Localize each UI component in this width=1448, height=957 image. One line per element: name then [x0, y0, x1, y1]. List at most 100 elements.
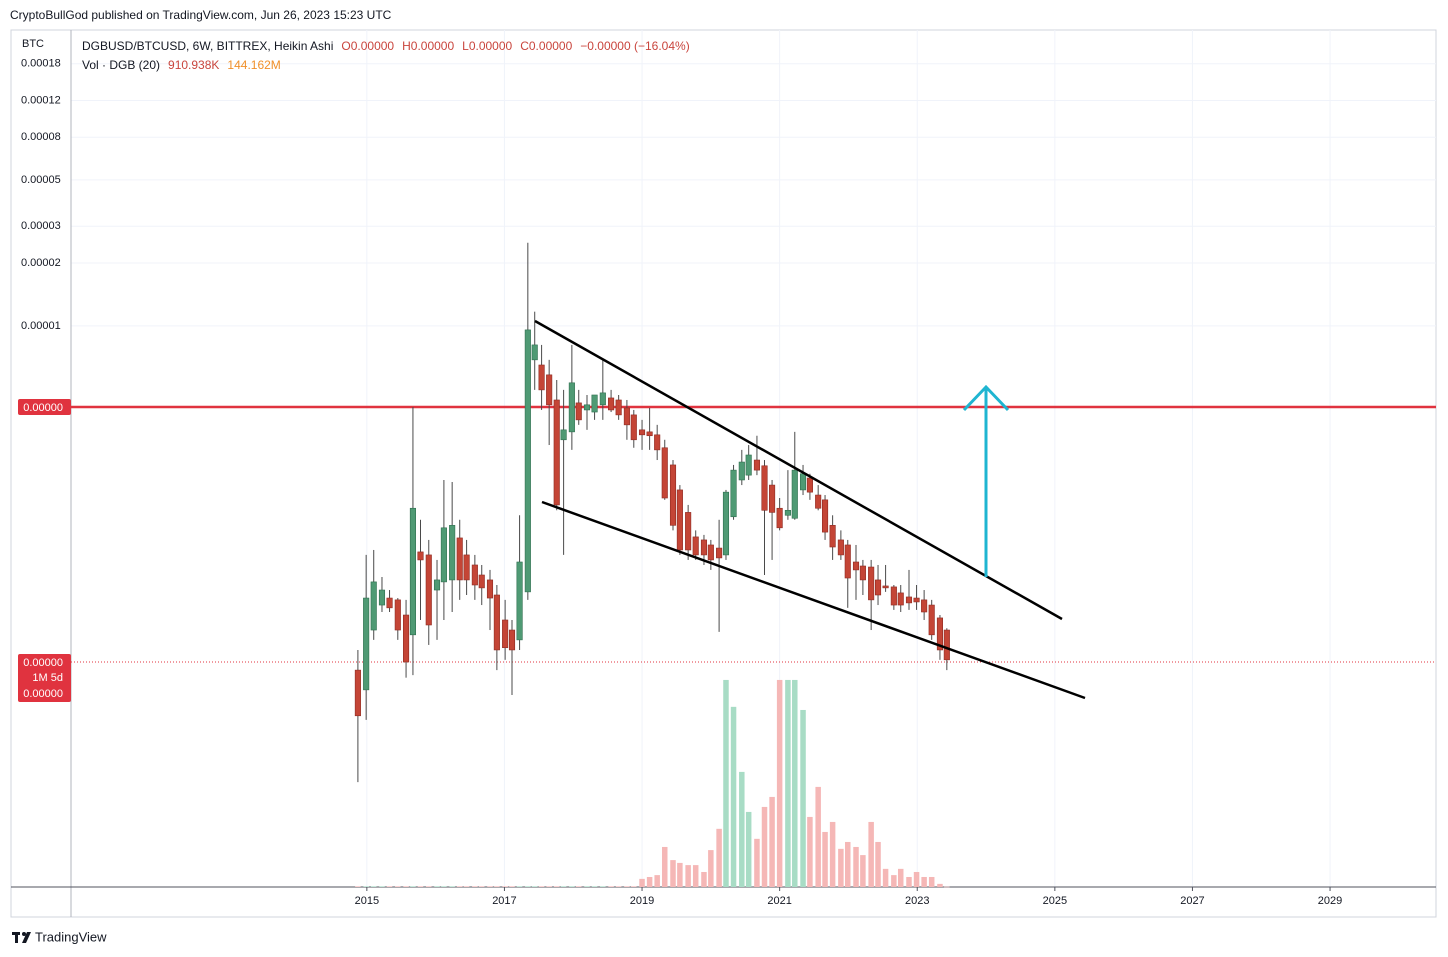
- price-level-tag: [18, 399, 71, 416]
- volume-bar: [906, 876, 912, 887]
- volume-bar: [591, 886, 598, 887]
- volume-bar: [769, 796, 775, 887]
- volume-bar: [487, 886, 493, 887]
- volume-bar: [569, 886, 575, 887]
- volume-bar: [525, 886, 531, 887]
- ohlc-open: O0.00000: [341, 39, 395, 53]
- candle-body: [692, 536, 699, 556]
- volume-bar: [792, 679, 798, 887]
- volume-bar: [875, 841, 881, 887]
- volume-bar: [575, 886, 582, 887]
- volume-bar: [646, 876, 653, 887]
- candle-body: [829, 525, 836, 548]
- volume-bar: [754, 838, 760, 887]
- volume-bar: [608, 886, 614, 887]
- candle-body: [575, 402, 582, 421]
- candle-body: [568, 382, 575, 433]
- candle-body: [646, 431, 653, 437]
- last-price-tag: [18, 654, 71, 703]
- candle-body: [538, 364, 545, 391]
- candle-body: [921, 599, 928, 613]
- candle-body: [409, 507, 416, 636]
- candle-body: [425, 554, 432, 626]
- x-tick-label: 2021: [767, 895, 791, 907]
- volume-bar: [800, 709, 806, 887]
- volume-bar: [456, 886, 463, 887]
- candle-body: [403, 614, 410, 663]
- x-tick-label: 2017: [492, 895, 516, 907]
- symbol-title: DGBUSD/BTCUSD, 6W, BITTREX, Heikin Ashi: [82, 39, 334, 53]
- candle-body: [591, 394, 598, 413]
- trendline-lower: [541, 500, 1086, 700]
- candle-body: [913, 597, 920, 603]
- candle-body: [502, 619, 509, 649]
- volume-bar: [403, 886, 409, 887]
- logo-part: [22, 932, 31, 943]
- candle-body: [707, 544, 714, 561]
- volume-bar: [716, 828, 722, 887]
- candle-body: [799, 473, 807, 491]
- candle-body: [560, 429, 567, 441]
- candle-body: [378, 589, 386, 606]
- candle-body: [471, 564, 478, 586]
- volume-bar: [845, 841, 851, 887]
- volume-bar: [410, 886, 416, 887]
- candle-body: [463, 554, 470, 581]
- candle-body: [859, 565, 866, 581]
- volume-bar: [891, 875, 897, 887]
- volume-bar: [531, 886, 538, 887]
- candle-body: [685, 512, 692, 551]
- volume-bar: [560, 886, 567, 887]
- volume-bar: [701, 871, 707, 887]
- volume-bar: [434, 886, 440, 887]
- candle-body: [630, 414, 637, 441]
- volume-bar: [538, 886, 545, 887]
- volume-bar: [631, 886, 637, 887]
- x-tick-label: 2027: [1180, 895, 1204, 907]
- main-legend: DGBUSD/BTCUSD, 6W, BITTREX, Heikin Ashi …: [82, 39, 690, 53]
- volume-bar: [785, 679, 791, 887]
- logo-part: [22, 932, 26, 936]
- candle-body: [486, 579, 494, 599]
- candles: [354, 242, 950, 783]
- candle-body: [516, 561, 523, 641]
- y-tick-label: 0.00012: [21, 94, 61, 106]
- volume-bar: [624, 886, 630, 887]
- candle-body: [822, 499, 829, 533]
- volume-bar: [639, 878, 645, 887]
- candle-body: [654, 434, 661, 451]
- y-tick-label: 0.00003: [21, 220, 61, 232]
- volume-bar: [897, 868, 904, 887]
- candle-body: [433, 579, 441, 591]
- candle-body: [508, 629, 516, 651]
- candle-body: [897, 592, 904, 606]
- last-close-label: 0.00000: [23, 688, 63, 700]
- volume-bar: [776, 679, 783, 887]
- trendline-upper: [534, 319, 1063, 621]
- candle-body: [417, 551, 424, 561]
- volume-ma: 144.162M: [227, 58, 281, 72]
- candle-body: [722, 491, 730, 556]
- x-tick-label: 2023: [905, 895, 929, 907]
- price-level-label: 0.00000: [23, 402, 63, 414]
- volume-bar: [478, 886, 485, 887]
- volume-bar: [761, 806, 768, 887]
- candle-body: [936, 617, 943, 651]
- volume-bar: [815, 786, 821, 887]
- candle-body: [354, 669, 361, 717]
- candle-body: [730, 469, 737, 518]
- volume-bar: [472, 886, 478, 887]
- candle-body: [623, 407, 630, 426]
- volume-bar: [600, 886, 606, 887]
- footer-brand: TradingView: [35, 929, 107, 944]
- price-tags: 0.00000 0.00000 1M 5d 0.00000: [18, 399, 71, 703]
- volume-legend: Vol · DGB (20) 910.938K 144.162M: [82, 58, 281, 72]
- ohlc-low: L0.00000: [462, 39, 513, 53]
- volume-pane: [355, 679, 950, 888]
- volume-bar: [516, 886, 523, 887]
- volume-bar: [745, 811, 752, 887]
- frame: [10, 29, 1437, 918]
- volume-bar: [502, 886, 508, 887]
